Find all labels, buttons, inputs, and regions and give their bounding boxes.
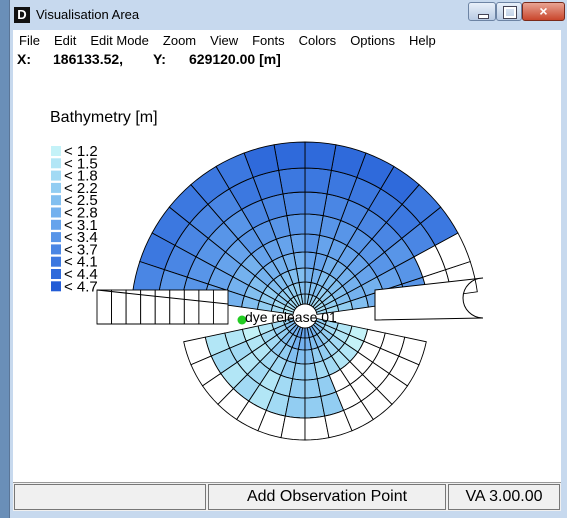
mesh-cell (304, 213, 324, 236)
close-button[interactable]: × (522, 2, 565, 21)
mesh-cell (284, 395, 306, 419)
legend-label: < 2.2 (64, 180, 98, 197)
legend-swatch (51, 256, 61, 267)
legend-swatch (51, 219, 61, 230)
status-left (14, 484, 206, 510)
channel-cell (212, 289, 229, 325)
app-icon: D (14, 7, 30, 23)
menu-item[interactable]: Colors (298, 32, 337, 48)
menu-item[interactable]: Fonts (252, 32, 285, 48)
legend-swatch (51, 182, 61, 193)
menu-item[interactable]: View (210, 32, 239, 48)
channel-cell (169, 289, 185, 325)
legend-label: < 2.5 (64, 192, 98, 209)
menu-item[interactable]: Help (409, 32, 436, 48)
legend-label: < 4.4 (64, 266, 98, 283)
menu-item[interactable]: Edit Mode (90, 32, 149, 48)
status-version: VA 3.00.00 (448, 484, 560, 510)
x-label: X: (17, 51, 31, 67)
legend-swatch (51, 244, 61, 255)
mesh-cell (280, 415, 306, 441)
legend-swatch (51, 269, 61, 279)
map-area[interactable]: Bathymetry [m] < 1.2 < 1.5 < 1.8 < 2.2 < 2.5 <… (13, 68, 561, 483)
y-label: Y: (153, 51, 166, 67)
menu-item[interactable]: File (19, 32, 40, 48)
legend-swatch (51, 195, 61, 206)
menu-bar: File Edit Edit Mode Zoom View Fonts Colors Opti… (13, 30, 561, 50)
menu-item[interactable]: Options (350, 32, 395, 48)
status-mode: Add Observation Point (208, 484, 446, 510)
channel-cell (125, 289, 142, 325)
maximize-button[interactable] (496, 2, 522, 21)
channel-cell (183, 289, 200, 325)
legend-swatch (51, 207, 61, 218)
legend-label: < 4.7 (64, 278, 98, 295)
mesh-cell (273, 141, 306, 171)
channel-cell (154, 289, 171, 325)
mesh-cell (304, 167, 332, 195)
coordinates: X: 186133.52, Y: 629120.00 [m] (13, 50, 561, 68)
legend-label: < 2.8 (64, 205, 98, 222)
legend-label: < 3.4 (64, 229, 98, 246)
window: D Visualisation Area × File Edit Edit Mode… (9, 0, 567, 518)
channel-cell (198, 289, 214, 325)
channel-edge (96, 289, 229, 325)
observation-point (237, 315, 247, 325)
legend-label: < 1.5 (64, 155, 98, 172)
legend-swatch (51, 146, 61, 156)
channel-cell (96, 289, 113, 325)
legend-label: < 1.2 (64, 143, 98, 160)
status-bar: Add Observation Point VA 3.00.00 (13, 483, 561, 511)
mesh-cell (304, 191, 328, 217)
observation-label: dye release 01 (245, 309, 337, 325)
channel-mouth (374, 277, 484, 321)
y-value: 629120.00 [m] (189, 51, 281, 67)
mesh-cell (398, 336, 427, 366)
minimize-button[interactable] (468, 2, 496, 21)
legend-swatch (51, 232, 61, 243)
legend-label: < 1.8 (64, 168, 98, 185)
mesh-view: Bathymetry [m]< 1.2< 1.5< 1.8< 2.2< 2.5<… (50, 109, 484, 441)
menu-item[interactable]: Edit (53, 32, 77, 48)
legend-swatch (51, 158, 61, 169)
menu-item[interactable]: Zoom (162, 32, 197, 48)
legend-swatch (51, 170, 61, 181)
legend-label: < 4.1 (64, 254, 98, 271)
legend-label: < 3.1 (64, 217, 98, 234)
legend-title: Bathymetry [m] (50, 109, 158, 126)
window-title: Visualisation Area (36, 7, 140, 22)
channel-cell (111, 289, 127, 325)
legend-swatch (51, 281, 61, 292)
x-value: 186133.52, (53, 51, 124, 67)
mesh-cell (304, 141, 337, 171)
legend-label: < 3.7 (64, 241, 98, 258)
title-bar: D Visualisation Area × (10, 0, 567, 30)
